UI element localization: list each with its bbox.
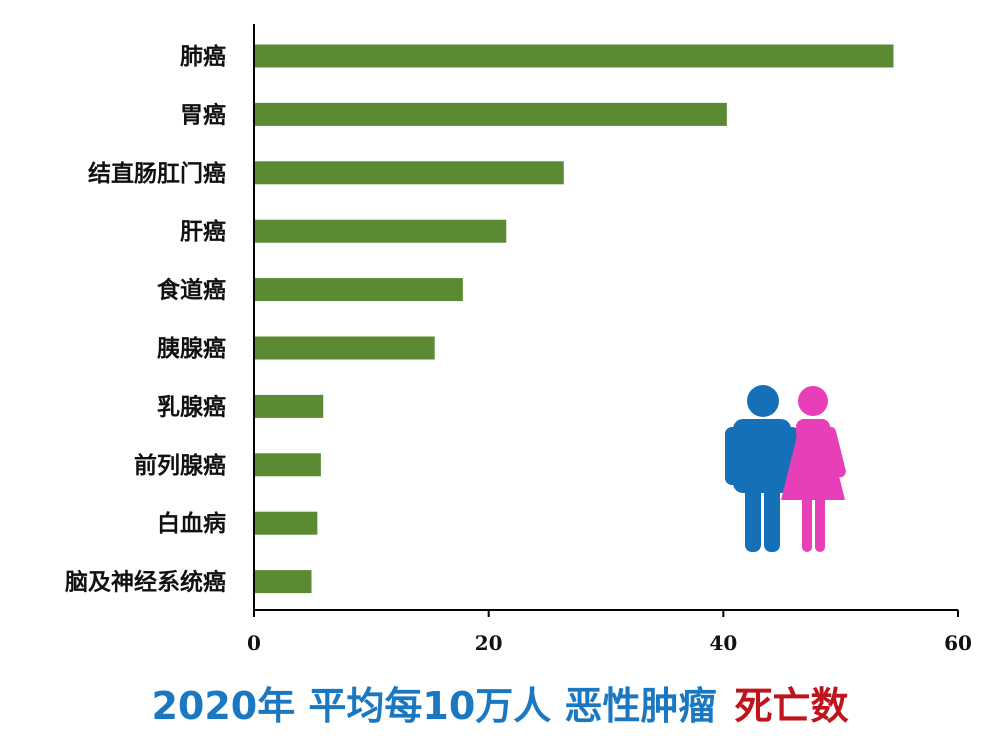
bar [254, 453, 321, 477]
category-label: 胰腺癌 [156, 335, 226, 362]
bar [254, 219, 507, 243]
chart-title-highlight: 死亡数 [734, 684, 849, 728]
category-label: 前列腺癌 [134, 452, 226, 479]
chart-title: 2020年 平均每10万人 恶性肿瘤 死亡数 [0, 678, 1000, 734]
male-figure-icon [725, 385, 799, 552]
bar [254, 278, 463, 302]
category-label: 食道癌 [157, 277, 226, 304]
bar [254, 511, 318, 535]
bar [254, 44, 894, 68]
x-tick-label: 60 [944, 631, 972, 655]
chart-title-main: 2020年 平均每10万人 恶性肿瘤 [151, 684, 717, 728]
x-tick-label: 40 [709, 631, 737, 655]
x-tick-label: 20 [475, 631, 503, 655]
bars-group [254, 44, 894, 594]
category-label: 肝癌 [180, 218, 226, 245]
bar [254, 570, 312, 594]
category-label: 脑及神经系统癌 [65, 569, 226, 596]
bar [254, 394, 324, 418]
female-figure-icon [781, 386, 846, 552]
category-label: 白血病 [157, 510, 226, 537]
x-ticks-group: 0 20 40 60 [247, 610, 972, 655]
bar [254, 161, 564, 185]
category-label: 胃癌 [180, 101, 226, 128]
category-label: 乳腺癌 [157, 393, 226, 420]
bar [254, 102, 727, 126]
x-tick-label: 0 [247, 631, 261, 655]
category-label: 肺癌 [180, 43, 226, 70]
category-label: 结直肠肛门癌 [88, 160, 226, 187]
bar [254, 336, 435, 360]
